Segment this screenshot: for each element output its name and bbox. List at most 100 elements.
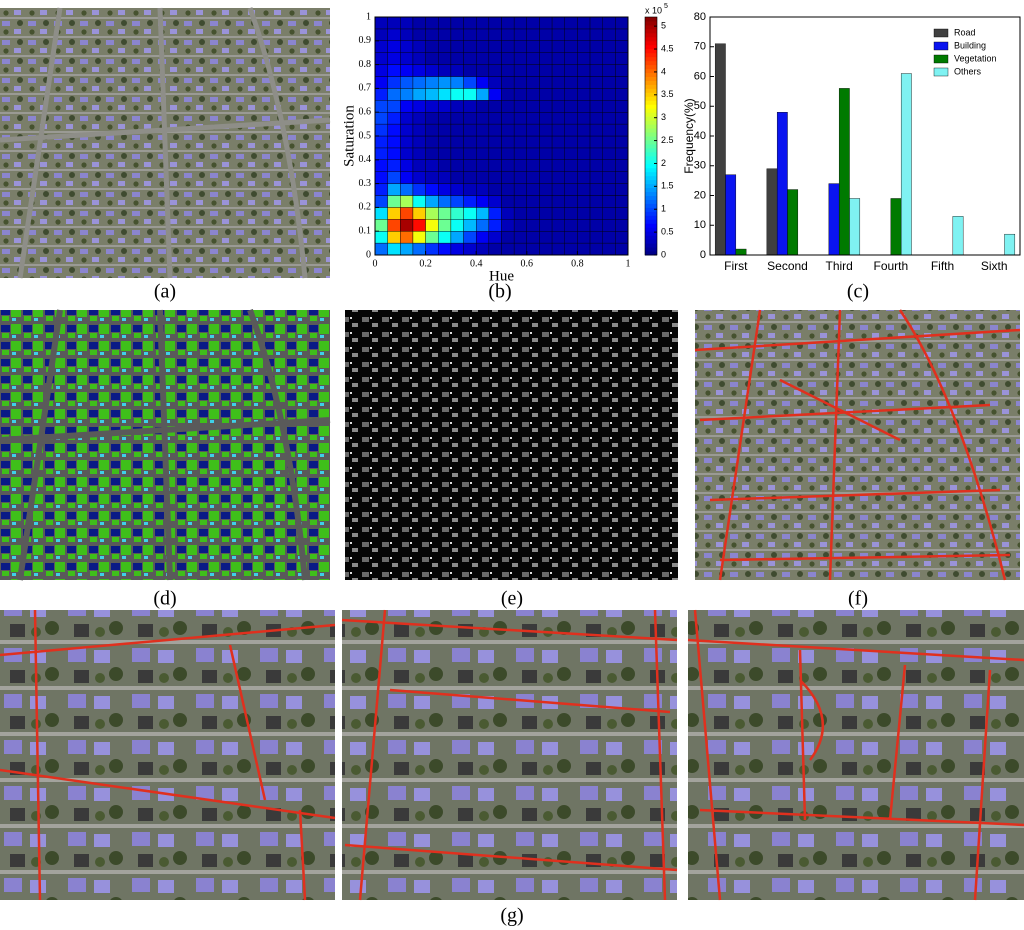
heat-cell bbox=[488, 123, 502, 137]
panel-caption: (g) bbox=[500, 905, 523, 927]
heat-cell bbox=[450, 28, 464, 41]
heat-cell bbox=[374, 76, 388, 89]
heat-cell bbox=[526, 64, 540, 77]
colorbar-swatch bbox=[645, 96, 657, 101]
heat-cell bbox=[539, 183, 553, 196]
heat-cell bbox=[412, 100, 426, 113]
heat-cell bbox=[577, 123, 591, 137]
bar bbox=[849, 198, 861, 256]
heat-cell bbox=[476, 100, 490, 113]
heat-cell bbox=[577, 207, 591, 220]
heat-cell bbox=[539, 123, 553, 137]
heat-cell bbox=[539, 40, 553, 53]
bar bbox=[776, 111, 788, 256]
heat-cell bbox=[501, 52, 515, 65]
heat-cell bbox=[589, 135, 603, 149]
heat-cell bbox=[438, 123, 452, 137]
colorbar-swatch bbox=[645, 219, 657, 224]
heat-cell bbox=[539, 100, 553, 113]
panel-caption: (e) bbox=[501, 588, 523, 610]
bar bbox=[900, 73, 912, 256]
legend-label: Others bbox=[954, 66, 982, 76]
heat-cell bbox=[488, 100, 502, 113]
heat-cell bbox=[374, 123, 388, 137]
heat-cell bbox=[513, 40, 528, 53]
colorbar-swatch bbox=[645, 124, 657, 129]
colorbar-swatch bbox=[645, 195, 657, 200]
heat-cell bbox=[615, 40, 629, 53]
heat-cell bbox=[374, 64, 388, 77]
heat-cell bbox=[425, 28, 439, 41]
heat-cell bbox=[564, 171, 578, 184]
y-tick-label: 0.4 bbox=[359, 154, 372, 165]
bar bbox=[787, 189, 799, 256]
y-tick-label: 30 bbox=[694, 160, 706, 172]
bar bbox=[952, 216, 964, 256]
heat-cell bbox=[501, 147, 515, 160]
heat-cell bbox=[526, 123, 540, 137]
heat-cell bbox=[438, 52, 452, 65]
heat-cell bbox=[400, 147, 414, 160]
heat-cell bbox=[551, 159, 565, 172]
zoom-image bbox=[0, 610, 335, 900]
zoom-image bbox=[342, 610, 677, 900]
heat-cell bbox=[463, 159, 477, 172]
x-tick-label: Fifth bbox=[931, 259, 954, 273]
legend-swatch bbox=[933, 41, 949, 51]
colorbar-swatch bbox=[645, 155, 657, 161]
heat-cell bbox=[589, 16, 603, 30]
heat-cell bbox=[577, 135, 591, 149]
y-tick-label: 10 bbox=[694, 219, 706, 231]
heat-cell bbox=[526, 52, 540, 65]
heat-cell bbox=[387, 52, 401, 65]
heat-cell bbox=[450, 88, 464, 101]
heat-cell bbox=[551, 52, 565, 65]
heat-cell bbox=[564, 183, 578, 196]
heat-cell bbox=[387, 230, 401, 244]
heat-cell bbox=[400, 28, 414, 41]
heat-cell bbox=[577, 195, 591, 208]
heat-cell bbox=[476, 171, 490, 184]
heat-cell bbox=[463, 76, 477, 89]
heat-cell bbox=[501, 40, 515, 53]
heat-cell bbox=[438, 28, 452, 41]
heat-cell bbox=[577, 230, 591, 244]
heat-cell bbox=[602, 28, 616, 41]
heat-cell bbox=[539, 28, 553, 41]
bar bbox=[890, 198, 902, 256]
bar bbox=[828, 183, 840, 256]
heat-cell bbox=[501, 230, 515, 244]
heat-cell bbox=[602, 219, 616, 232]
heat-cell bbox=[526, 183, 540, 196]
x-tick-label: First bbox=[724, 259, 748, 273]
heat-cell bbox=[425, 16, 439, 30]
colorbar-swatch bbox=[645, 207, 657, 212]
heat-cell bbox=[551, 242, 565, 256]
colorbar-swatch bbox=[645, 147, 657, 153]
heat-cell bbox=[577, 16, 591, 30]
heat-cell bbox=[602, 159, 616, 172]
heat-cell bbox=[577, 111, 591, 125]
heat-cell bbox=[551, 147, 565, 160]
heat-cell bbox=[577, 76, 591, 89]
heat-cell bbox=[412, 123, 426, 137]
road-class bbox=[0, 308, 331, 581]
heat-cell bbox=[476, 16, 490, 30]
heat-cell bbox=[551, 88, 565, 101]
colorbar-tick-label: 0.5 bbox=[661, 226, 674, 236]
heat-cell bbox=[615, 242, 629, 256]
heat-cell bbox=[551, 76, 565, 89]
heat-cell bbox=[488, 76, 502, 89]
heat-cell bbox=[564, 219, 578, 232]
heat-cell bbox=[602, 230, 616, 244]
colorbar-swatch bbox=[645, 175, 657, 181]
heat-cell bbox=[476, 183, 490, 196]
heat-cell bbox=[450, 123, 464, 137]
y-tick-label: 20 bbox=[694, 189, 706, 201]
heat-cell bbox=[387, 195, 401, 208]
heat-cell bbox=[438, 183, 452, 196]
y-tick-label: 0 bbox=[700, 249, 706, 261]
heat-cell bbox=[450, 64, 464, 77]
colorbar-tick-label: 0 bbox=[661, 249, 666, 259]
colorbar-swatch bbox=[645, 104, 657, 109]
